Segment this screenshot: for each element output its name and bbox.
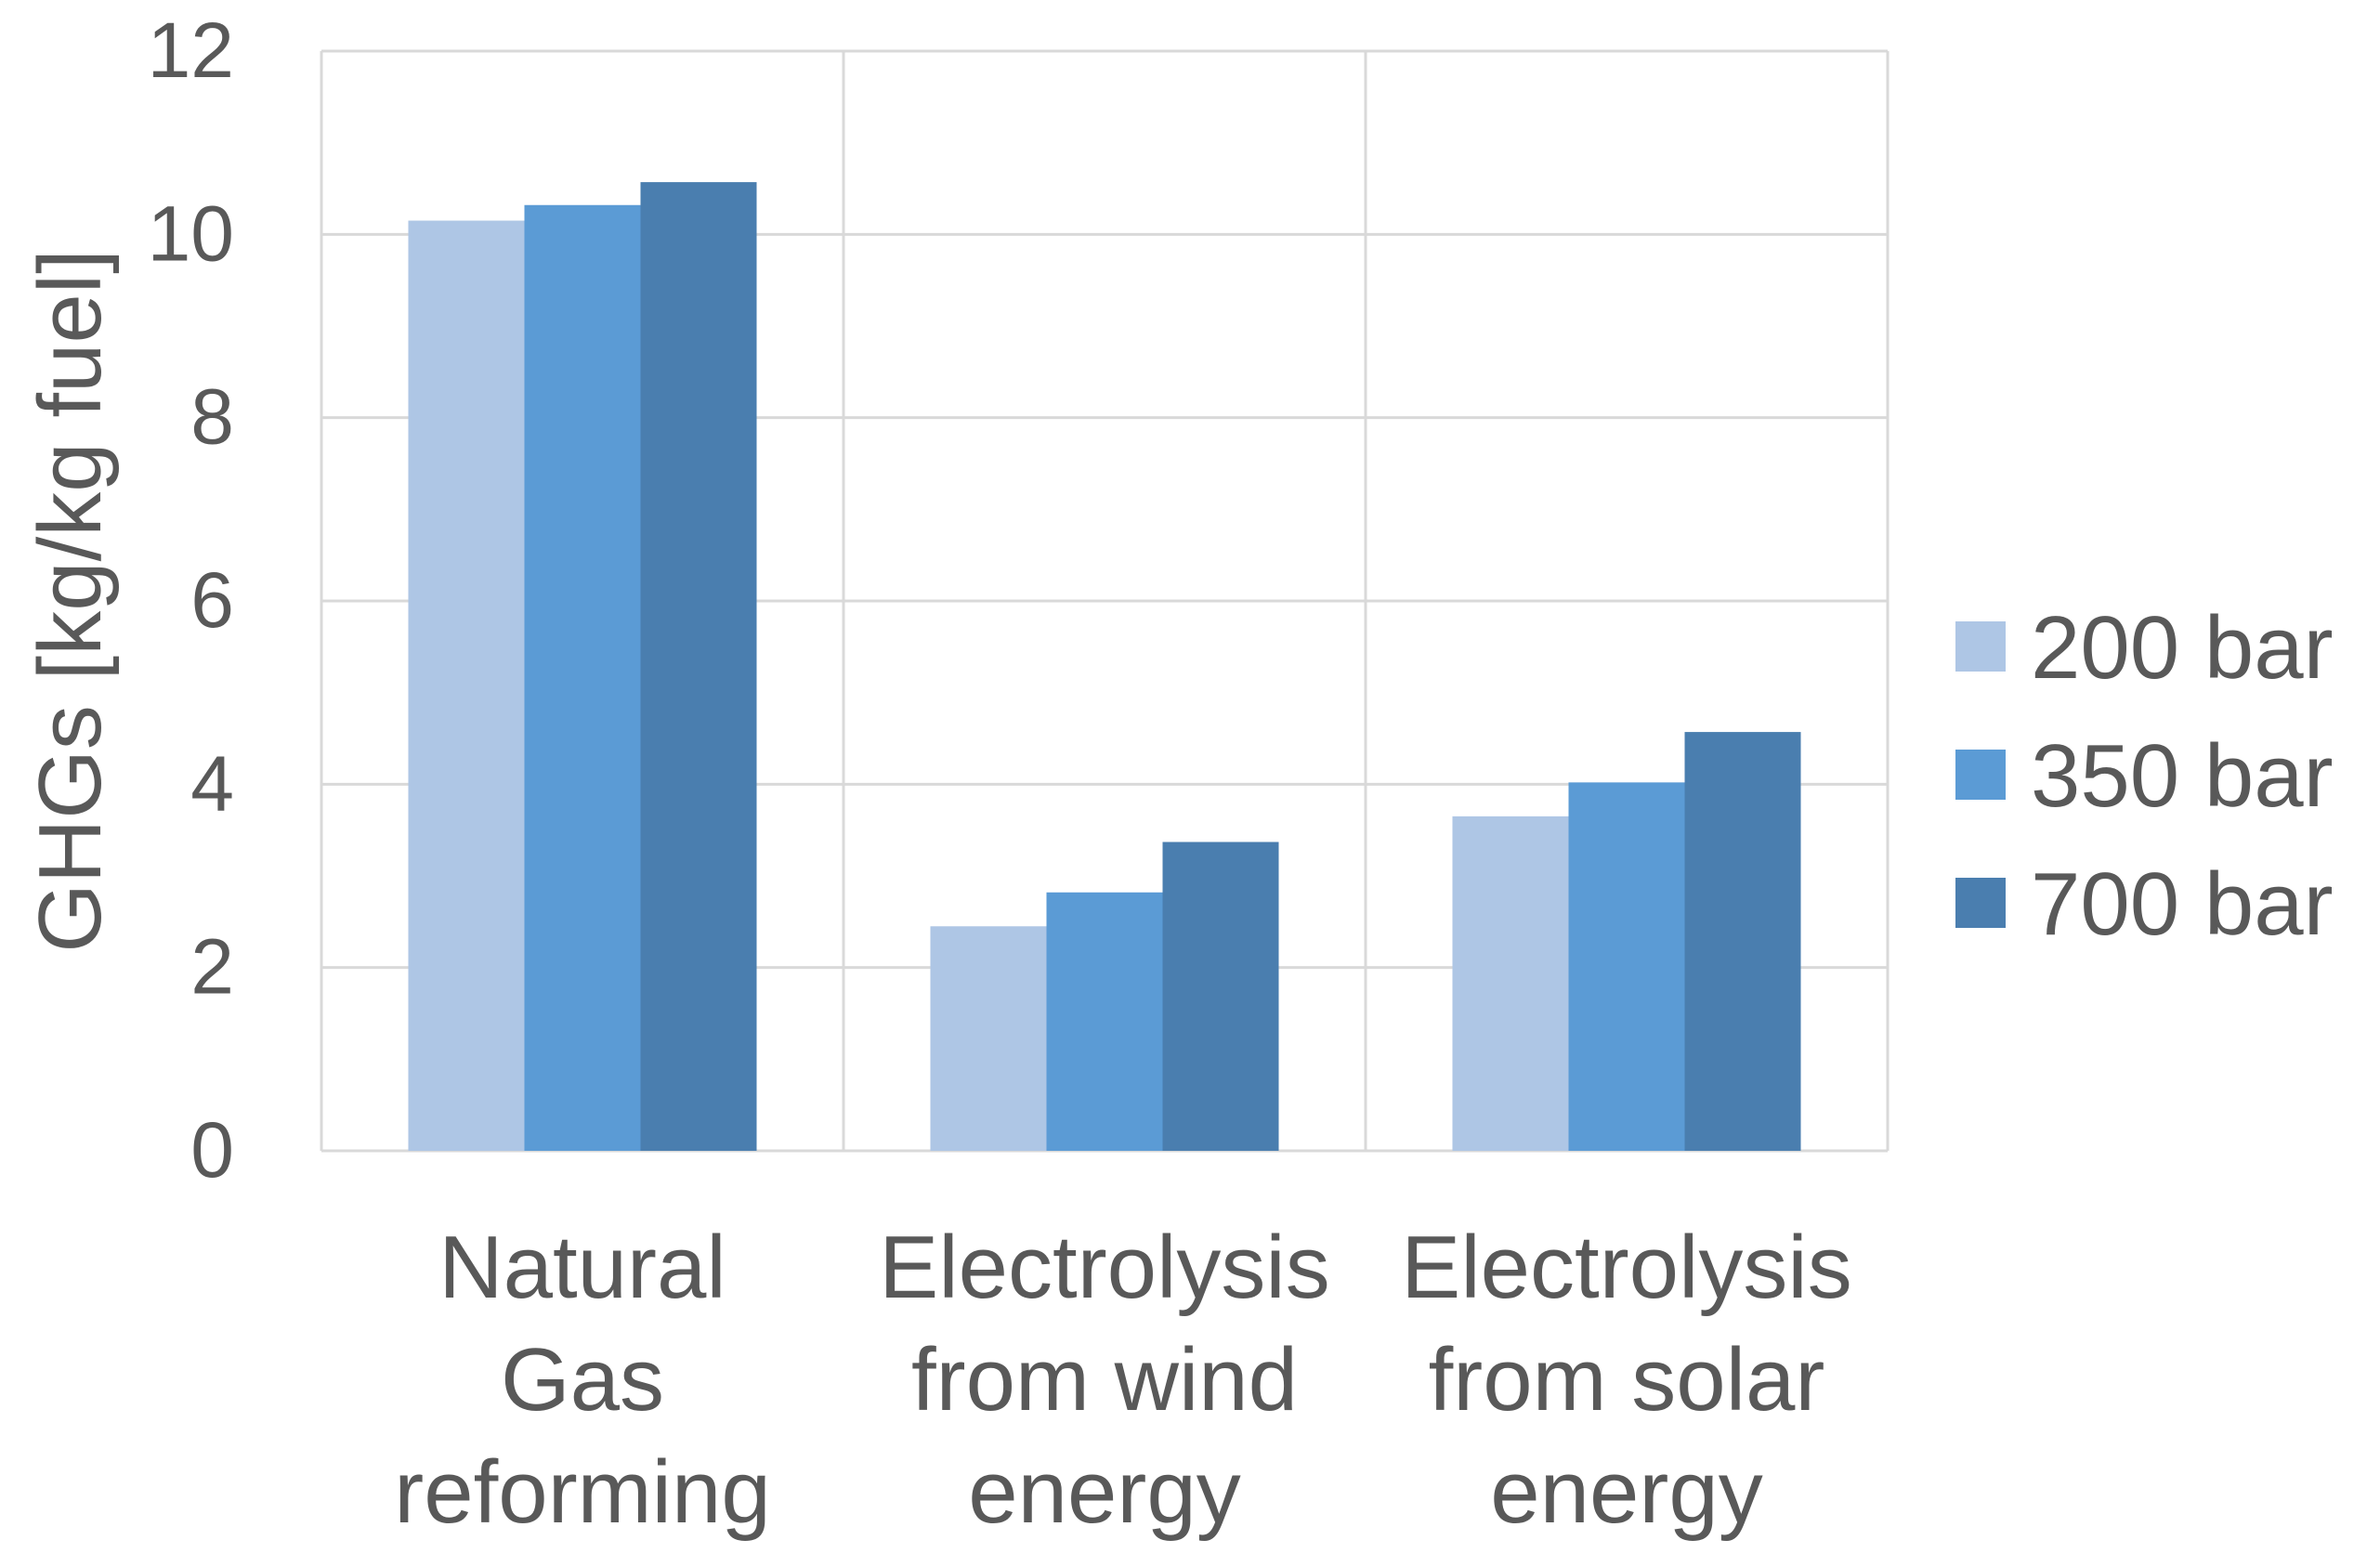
bar-200-bar-cat-1 [408,220,525,1152]
bar-700-bar-cat-3 [1684,732,1801,1151]
legend-swatch-700-bar [1955,878,2006,928]
x-tick-label: Electrolysis [879,1218,1329,1317]
y-tick-label: 2 [190,923,234,1011]
bar-350-bar-cat-3 [1568,782,1685,1151]
legend-swatch-200-bar [1955,621,2006,672]
x-tick-label: from wind [911,1330,1298,1429]
y-axis-ticks: 0 2 4 6 8 10 12 [148,7,234,1194]
y-tick-label: 6 [190,556,234,644]
legend: 200 bar 350 bar 700 bar [1955,598,2334,954]
x-tick-label: Electrolysis [1401,1218,1851,1317]
y-axis-label: GHGs [kg/kg fuel] [20,249,120,953]
legend-label-350-bar: 350 bar [2031,726,2334,826]
bar-700-bar-cat-2 [1162,842,1279,1151]
bar-700-bar-cat-1 [640,182,757,1151]
bars [408,182,1801,1152]
legend-swatch-350-bar [1955,750,2006,800]
y-tick-label: 12 [148,7,234,94]
x-axis-category-labels: Natural Gas reforming Electrolysis from wind… [394,1218,1851,1542]
bar-350-bar-cat-2 [1046,892,1163,1151]
y-tick-label: 4 [190,739,234,827]
x-tick-label: energy [968,1442,1241,1542]
x-tick-label: reforming [394,1442,770,1542]
legend-label-200-bar: 200 bar [2031,598,2334,698]
x-tick-label: Natural [438,1218,726,1317]
y-tick-label: 0 [190,1106,234,1194]
bar-350-bar-cat-1 [524,204,641,1151]
x-tick-label: energy [1490,1442,1763,1542]
x-tick-label: Gas [501,1330,664,1429]
bar-200-bar-cat-2 [930,926,1047,1151]
bar-200-bar-cat-3 [1452,816,1569,1151]
y-tick-label: 10 [148,189,234,277]
legend-label-700-bar: 700 bar [2031,855,2334,954]
x-tick-label: from solar [1429,1330,1825,1429]
y-tick-label: 8 [190,373,234,461]
